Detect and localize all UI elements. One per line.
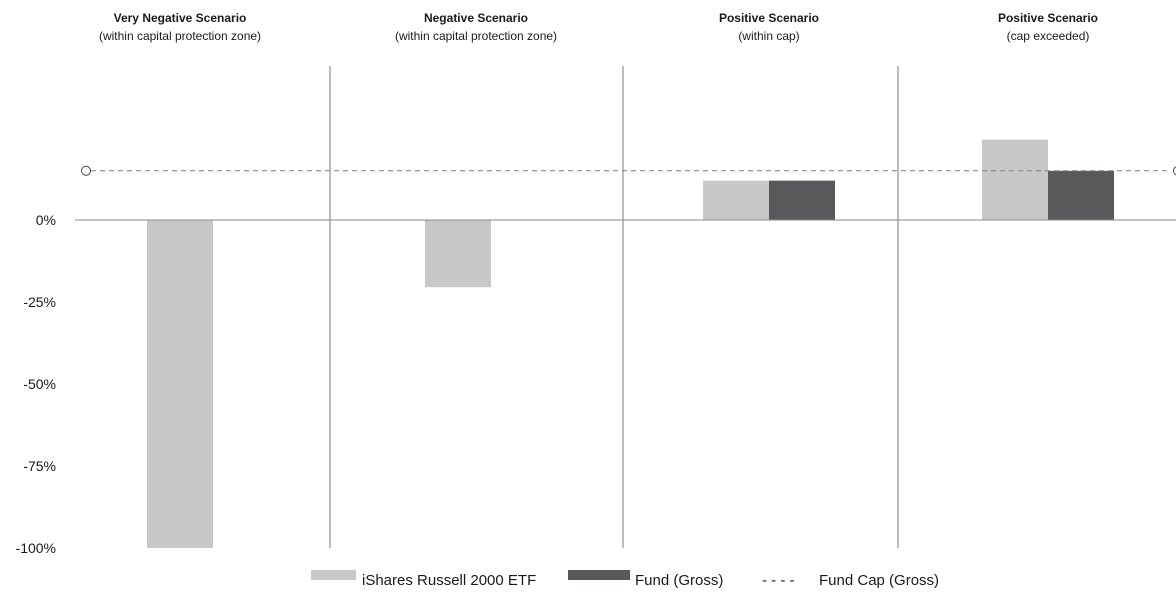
y-tick-label: 0% xyxy=(36,212,56,228)
cap-line-group xyxy=(81,165,1176,176)
y-tick-label: -25% xyxy=(23,294,56,310)
bar-ishares-scenario-2 xyxy=(425,220,491,288)
scenario-subtitle-4: (cap exceeded) xyxy=(1007,29,1090,43)
scenario-subtitle-3: (within cap) xyxy=(738,29,799,43)
scenario-title-2: Negative Scenario xyxy=(424,11,528,25)
fund-cap-end-marker xyxy=(1173,166,1176,176)
legend: iShares Russell 2000 ETF Fund (Gross) - … xyxy=(311,570,939,589)
scenario-title-3: Positive Scenario xyxy=(719,11,819,25)
scenario-titles: Very Negative Scenario (within capital pr… xyxy=(99,11,1098,43)
fund-cap-start-marker xyxy=(81,165,91,176)
bar-ishares-scenario-1 xyxy=(147,220,213,548)
legend-swatch-ishares xyxy=(311,570,356,580)
legend-label-fund-cap: Fund Cap (Gross) xyxy=(819,572,939,589)
scenario-subtitle-2: (within capital protection zone) xyxy=(395,29,557,43)
bar-ishares-scenario-4 xyxy=(982,139,1048,220)
legend-label-fund: Fund (Gross) xyxy=(635,572,723,589)
y-tick-label: -75% xyxy=(23,458,56,474)
legend-label-ishares: iShares Russell 2000 ETF xyxy=(362,572,536,589)
bar-fund-scenario-4 xyxy=(1048,170,1114,220)
bar-ishares-scenario-3 xyxy=(703,180,769,220)
legend-swatch-fund-cap: - - - - xyxy=(762,572,794,589)
y-axis: 0% -25% -50% -75% -100% xyxy=(16,212,56,556)
scenario-title-4: Positive Scenario xyxy=(998,11,1098,25)
scenario-title-1: Very Negative Scenario xyxy=(114,11,247,25)
bar-fund-scenario-3 xyxy=(769,180,835,220)
y-tick-label: -50% xyxy=(23,376,56,392)
scenario-dividers xyxy=(329,66,899,548)
bars xyxy=(147,139,1114,548)
y-tick-label: -100% xyxy=(16,540,56,556)
scenario-subtitle-1: (within capital protection zone) xyxy=(99,29,261,43)
legend-swatch-fund xyxy=(568,570,630,580)
